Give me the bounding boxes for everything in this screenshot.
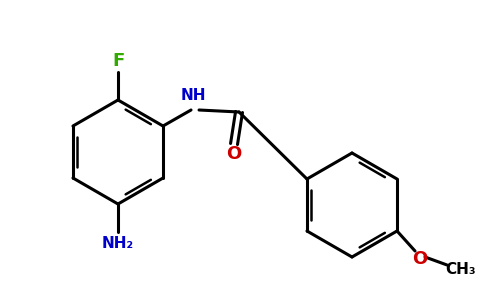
Text: NH: NH: [180, 88, 206, 104]
Text: O: O: [227, 145, 242, 163]
Text: F: F: [112, 52, 124, 70]
Text: CH₃: CH₃: [446, 262, 476, 277]
Text: NH₂: NH₂: [102, 236, 134, 250]
Text: O: O: [412, 250, 428, 268]
